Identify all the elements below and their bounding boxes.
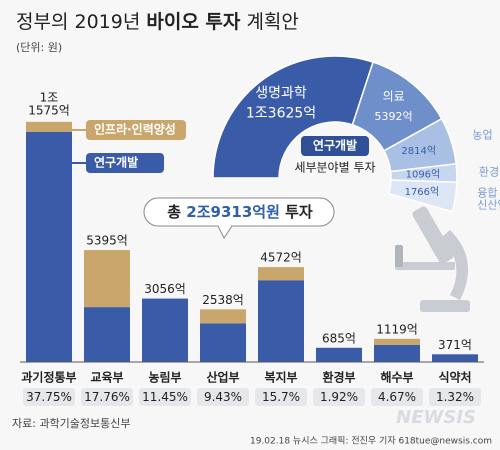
total-part: 2조9313억원 (186, 203, 280, 221)
share-box (81, 388, 133, 406)
title-part: 계획안 (246, 11, 298, 33)
donut-title: 세부분야별 투자 (294, 161, 375, 175)
x-tick-label: 과기정통부 (21, 370, 76, 385)
bar-segment (142, 298, 188, 362)
x-tick-label: 해수부 (380, 371, 413, 385)
svg-text:총 2조9313억원 투자: 총 2조9313억원 투자 (167, 203, 313, 221)
share-box (255, 388, 307, 406)
total-part: 총 (167, 203, 181, 221)
watermark: NEWSIS (396, 407, 476, 428)
total-label: 3056억 (144, 282, 186, 296)
x-tick-label: 산업부 (206, 370, 239, 385)
share-label: 17.76% (84, 390, 130, 404)
share-label: 1.92% (320, 390, 358, 404)
donut-segment (212, 55, 374, 179)
source: 자료: 과학기술정보통신부 (12, 417, 131, 430)
unit: (단위: 원) (16, 41, 62, 54)
title-part: 바이오 투자 (146, 11, 241, 33)
donut-badge: 연구개발 (313, 138, 357, 153)
credit: 19.02.18 뉴시스 그래픽: 전진우 기자 618tue@newsis.c… (250, 436, 492, 447)
total-label: 5395억 (86, 234, 128, 248)
share-label: 37.75% (26, 390, 72, 404)
bar-segment (200, 309, 246, 324)
legend-label: 연구개발 (94, 155, 138, 170)
donut-value-label: 2814억 (401, 145, 436, 157)
microscope-illustration (395, 206, 470, 312)
donut-value-label: 1096억 (406, 168, 441, 180)
donut-value-label: 1조3625억 (246, 105, 316, 121)
bar-segment (374, 338, 420, 345)
total-label: 1119억 (376, 322, 418, 336)
legend-box (86, 120, 186, 140)
bar-segment (26, 131, 72, 362)
bar-segment (432, 354, 478, 362)
bar-segment (258, 267, 304, 281)
bar-segment (374, 344, 420, 362)
bar-segment (84, 307, 130, 362)
bar-segment (316, 347, 362, 362)
donut-badge-box (301, 136, 369, 156)
share-label: 9.43% (204, 390, 242, 404)
x-tick-label: 교육부 (90, 370, 123, 385)
donut-category: 의료 (383, 90, 405, 104)
total-label: 371억 (438, 338, 472, 352)
bar-segment (258, 280, 304, 362)
x-tick-label: 복지부 (264, 370, 297, 385)
share-box (197, 388, 249, 406)
title-part: 정부의 2019년 (16, 11, 140, 33)
donut-category: 융합신산업 (477, 187, 500, 212)
chart-title: 정부의 2019년 바이오 투자 계획안 (16, 11, 299, 33)
share-label: 15.7% (262, 390, 300, 404)
share-label: 1.32% (436, 390, 474, 404)
x-tick-label: 농림부 (148, 371, 181, 385)
donut-category: 농업 (472, 129, 492, 142)
share-box (23, 388, 75, 406)
total-callout: 총 2조9313억원 투자 (143, 197, 335, 239)
total-label: 4572억 (260, 251, 302, 265)
share-box (139, 388, 191, 406)
share-box (313, 388, 365, 406)
share-box (371, 388, 423, 406)
x-tick-label: 식약처 (438, 370, 471, 385)
legend-label: 인프라·인력양성 (94, 122, 176, 137)
donut-segment (387, 179, 458, 213)
total-part: 투자 (285, 203, 313, 221)
x-tick-label: 환경부 (322, 370, 355, 385)
total-label: 685억 (322, 331, 356, 345)
bar-segment (200, 323, 246, 362)
legend-box (86, 153, 164, 173)
donut-value-label: 5392억 (375, 110, 413, 123)
bar-segment (26, 121, 72, 132)
share-box (429, 388, 481, 406)
donut-category: 생명과학 (255, 85, 307, 101)
total-label: 1조 1575억 (28, 90, 70, 117)
donut-value-label: 1766억 (405, 186, 440, 198)
donut-category: 환경 (479, 165, 499, 178)
share-label: 11.45% (142, 390, 188, 404)
total-label: 2538억 (202, 293, 244, 307)
share-label: 4.67% (378, 390, 416, 404)
bar-segment (84, 250, 130, 308)
